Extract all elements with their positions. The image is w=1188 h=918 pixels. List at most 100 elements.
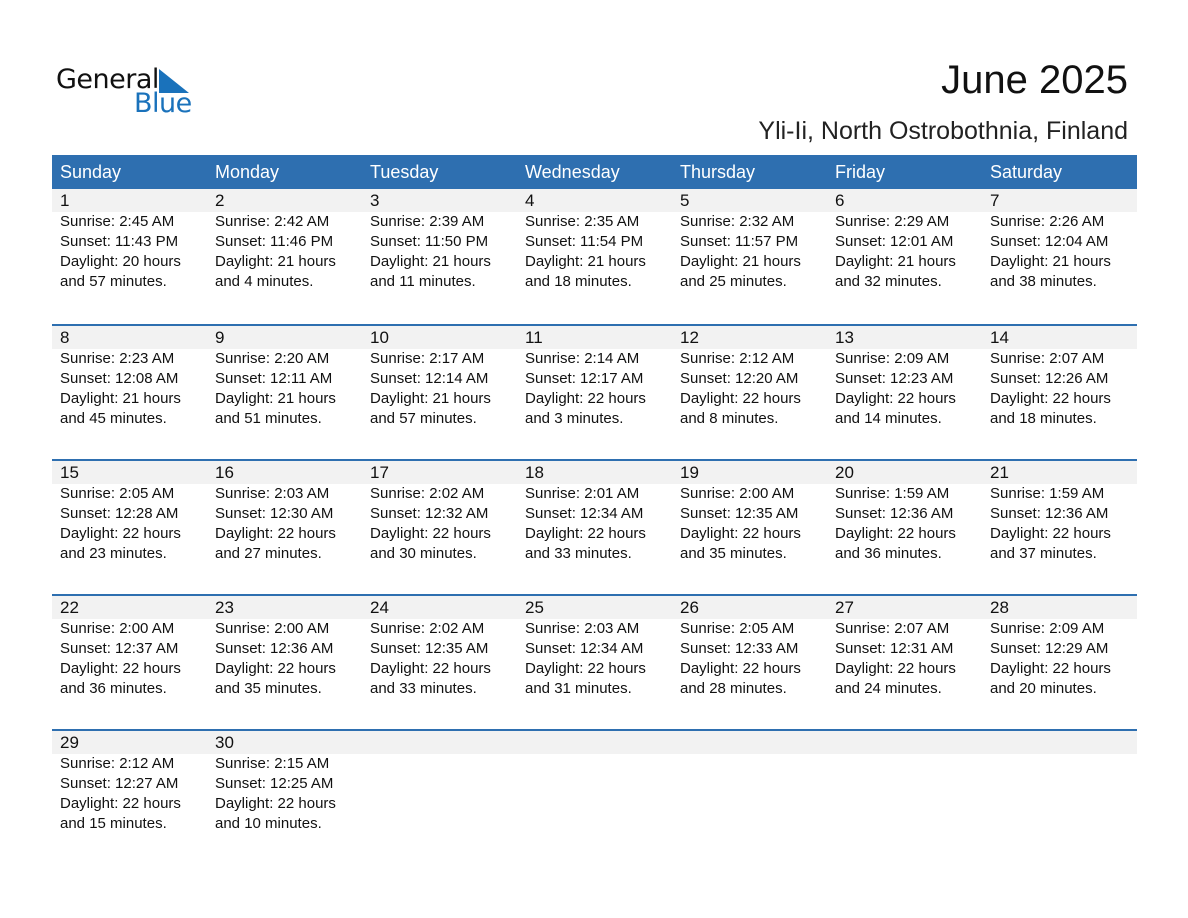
page-title: June 2025 bbox=[941, 58, 1128, 102]
daylight-minutes-text: and 32 minutes. bbox=[835, 273, 942, 290]
daylight-text: Daylight: 20 hours bbox=[60, 253, 181, 270]
day-cell: 28 Sunrise: 2:09 AM Sunset: 12:29 AM Daylig… bbox=[982, 596, 1137, 699]
day-number: 25 bbox=[525, 598, 544, 617]
daylight-text: Daylight: 21 hours bbox=[990, 253, 1111, 270]
day-cell: 29 Sunrise: 2:12 AM Sunset: 12:27 AM Daylig… bbox=[52, 731, 207, 834]
daylight-minutes-text: and 4 minutes. bbox=[215, 273, 314, 290]
day-cell: 30 Sunrise: 2:15 AM Sunset: 12:25 AM Daylig… bbox=[207, 731, 362, 834]
logo-text-blue: Blue bbox=[134, 88, 192, 119]
day-number: 23 bbox=[215, 598, 234, 617]
daylight-text: Daylight: 22 hours bbox=[215, 795, 336, 812]
weekday-friday: Friday bbox=[835, 162, 886, 182]
day-number: 14 bbox=[990, 328, 1009, 347]
daylight-text: Daylight: 21 hours bbox=[680, 253, 801, 270]
daylight-text: Daylight: 21 hours bbox=[525, 253, 646, 270]
sunset-text: Sunset: 12:27 AM bbox=[60, 775, 179, 792]
sunrise-text: Sunrise: 1:59 AM bbox=[835, 485, 950, 502]
sunset-text: Sunset: 12:35 AM bbox=[370, 640, 489, 657]
daylight-text: Daylight: 21 hours bbox=[215, 253, 336, 270]
sunrise-text: Sunrise: 1:59 AM bbox=[990, 485, 1105, 502]
sunset-text: Sunset: 12:11 AM bbox=[215, 370, 333, 387]
logo-text-general: General bbox=[56, 64, 159, 95]
daylight-minutes-text: and 35 minutes. bbox=[680, 545, 787, 562]
sunset-text: Sunset: 12:08 AM bbox=[60, 370, 179, 387]
weekday-tuesday: Tuesday bbox=[370, 162, 439, 182]
location-subtitle: Yli-Ii, North Ostrobothnia, Finland bbox=[758, 117, 1128, 145]
daylight-minutes-text: and 27 minutes. bbox=[215, 545, 322, 562]
day-cell: 19 Sunrise: 2:00 AM Sunset: 12:35 AM Daylig… bbox=[672, 461, 827, 564]
day-cell: 4 Sunrise: 2:35 AM Sunset: 11:54 PM Dayligh… bbox=[517, 189, 672, 292]
sunrise-text: Sunrise: 2:09 AM bbox=[835, 350, 950, 367]
daylight-text: Daylight: 21 hours bbox=[215, 390, 336, 407]
daylight-minutes-text: and 30 minutes. bbox=[370, 545, 477, 562]
daylight-minutes-text: and 51 minutes. bbox=[215, 410, 322, 427]
day-number: 9 bbox=[215, 328, 225, 347]
sunset-text: Sunset: 12:36 AM bbox=[215, 640, 334, 657]
daylight-text: Daylight: 22 hours bbox=[525, 660, 646, 677]
day-cell: 23 Sunrise: 2:00 AM Sunset: 12:36 AM Daylig… bbox=[207, 596, 362, 699]
date-band bbox=[52, 189, 1137, 212]
daylight-text: Daylight: 22 hours bbox=[525, 390, 646, 407]
day-number: 29 bbox=[60, 733, 79, 752]
day-number: 28 bbox=[990, 598, 1009, 617]
daylight-minutes-text: and 57 minutes. bbox=[60, 273, 167, 290]
weekday-monday: Monday bbox=[215, 162, 280, 182]
daylight-text: Daylight: 22 hours bbox=[990, 390, 1111, 407]
day-cell: 7 Sunrise: 2:26 AM Sunset: 12:04 AM Dayligh… bbox=[982, 189, 1137, 292]
daylight-text: Daylight: 22 hours bbox=[60, 660, 181, 677]
daylight-minutes-text: and 31 minutes. bbox=[525, 680, 632, 697]
daylight-minutes-text: and 20 minutes. bbox=[990, 680, 1097, 697]
day-number: 24 bbox=[370, 598, 389, 617]
sunset-text: Sunset: 12:33 AM bbox=[680, 640, 799, 657]
sunrise-text: Sunrise: 2:14 AM bbox=[525, 350, 640, 367]
sunset-text: Sunset: 12:25 AM bbox=[215, 775, 334, 792]
day-cell: 22 Sunrise: 2:00 AM Sunset: 12:37 AM Daylig… bbox=[52, 596, 207, 699]
daylight-minutes-text: and 23 minutes. bbox=[60, 545, 167, 562]
sunset-text: Sunset: 12:37 AM bbox=[60, 640, 179, 657]
day-cell: 12 Sunrise: 2:12 AM Sunset: 12:20 AM Daylig… bbox=[672, 326, 827, 429]
sunrise-text: Sunrise: 2:12 AM bbox=[60, 755, 175, 772]
day-number: 20 bbox=[835, 463, 854, 482]
day-cell: 15 Sunrise: 2:05 AM Sunset: 12:28 AM Daylig… bbox=[52, 461, 207, 564]
day-cell: 6 Sunrise: 2:29 AM Sunset: 12:01 AM Dayligh… bbox=[827, 189, 982, 292]
daylight-text: Daylight: 22 hours bbox=[835, 660, 956, 677]
sunrise-text: Sunrise: 2:09 AM bbox=[990, 620, 1105, 637]
daylight-minutes-text: and 28 minutes. bbox=[680, 680, 787, 697]
day-cell: 24 Sunrise: 2:02 AM Sunset: 12:35 AM Daylig… bbox=[362, 596, 517, 699]
weekday-header: Sunday Monday Tuesday Wednesday Thursday Frid… bbox=[52, 155, 1137, 189]
daylight-minutes-text: and 57 minutes. bbox=[370, 410, 477, 427]
daylight-text: Daylight: 22 hours bbox=[370, 525, 491, 542]
daylight-text: Daylight: 22 hours bbox=[60, 525, 181, 542]
daylight-minutes-text: and 18 minutes. bbox=[525, 273, 632, 290]
sunset-text: Sunset: 12:28 AM bbox=[60, 505, 179, 522]
daylight-text: Daylight: 22 hours bbox=[990, 525, 1111, 542]
week-row: 1 Sunrise: 2:45 AM Sunset: 11:43 PM Dayligh… bbox=[52, 189, 1137, 324]
week-row: 8 Sunrise: 2:23 AM Sunset: 12:08 AM Dayligh… bbox=[52, 324, 1137, 459]
sunrise-text: Sunrise: 2:17 AM bbox=[370, 350, 485, 367]
sunset-text: Sunset: 12:35 AM bbox=[680, 505, 799, 522]
daylight-minutes-text: and 15 minutes. bbox=[60, 815, 167, 832]
date-band bbox=[52, 731, 1137, 754]
weekday-sunday: Sunday bbox=[60, 162, 122, 182]
sunrise-text: Sunrise: 2:45 AM bbox=[60, 213, 175, 230]
day-number: 13 bbox=[835, 328, 854, 347]
day-cell: 16 Sunrise: 2:03 AM Sunset: 12:30 AM Daylig… bbox=[207, 461, 362, 564]
daylight-minutes-text: and 10 minutes. bbox=[215, 815, 322, 832]
daylight-text: Daylight: 22 hours bbox=[60, 795, 181, 812]
week-row: 29 Sunrise: 2:12 AM Sunset: 12:27 AM Daylig… bbox=[52, 729, 1137, 864]
sunrise-text: Sunrise: 2:32 AM bbox=[680, 213, 795, 230]
day-cell: 18 Sunrise: 2:01 AM Sunset: 12:34 AM Daylig… bbox=[517, 461, 672, 564]
daylight-minutes-text: and 11 minutes. bbox=[370, 273, 476, 290]
day-number: 8 bbox=[60, 328, 70, 347]
day-cell: 1 Sunrise: 2:45 AM Sunset: 11:43 PM Dayligh… bbox=[52, 189, 207, 292]
sunrise-text: Sunrise: 2:07 AM bbox=[990, 350, 1105, 367]
day-cell: 17 Sunrise: 2:02 AM Sunset: 12:32 AM Daylig… bbox=[362, 461, 517, 564]
daylight-text: Daylight: 22 hours bbox=[680, 390, 801, 407]
weekday-wednesday: Wednesday bbox=[525, 162, 620, 182]
day-cell: 20 Sunrise: 1:59 AM Sunset: 12:36 AM Daylig… bbox=[827, 461, 982, 564]
week-row: 22 Sunrise: 2:00 AM Sunset: 12:37 AM Daylig… bbox=[52, 594, 1137, 729]
sunset-text: Sunset: 12:34 AM bbox=[525, 505, 644, 522]
sunset-text: Sunset: 12:23 AM bbox=[835, 370, 954, 387]
day-number: 16 bbox=[215, 463, 234, 482]
